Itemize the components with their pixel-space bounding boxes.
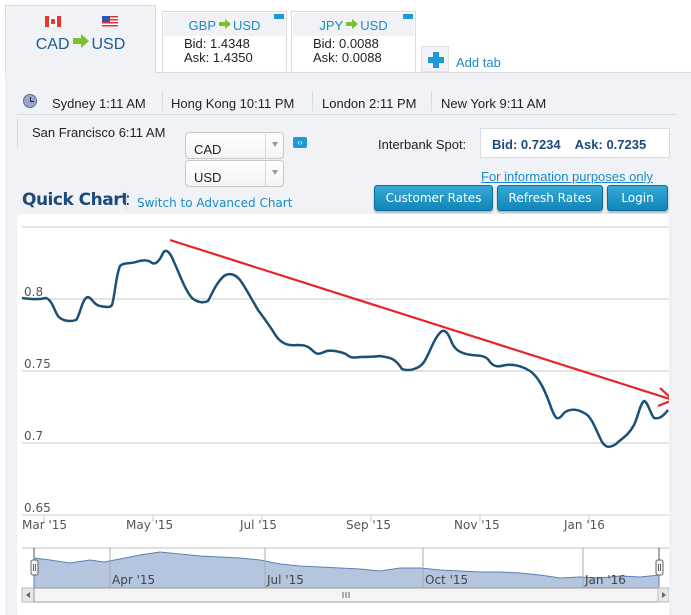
navigator-label: Oct '15	[425, 573, 468, 587]
scroll-grip-icon	[342, 592, 350, 598]
add-tab-box[interactable]	[421, 46, 449, 72]
clock-icon	[23, 94, 37, 108]
ask-value: 1.4350	[212, 50, 253, 65]
navigator-area	[33, 551, 660, 589]
minimize-icon[interactable]	[274, 14, 284, 19]
x-tick-label: Jan '16	[563, 518, 605, 532]
quick-chart[interactable]: 0.8 0.75 0.7 0.65 Mar '15 May '15 Jul '1…	[17, 214, 669, 615]
spot-bid: Bid: 0.7234	[492, 137, 561, 152]
clock-san-francisco: San Francisco 6:11 AM	[17, 119, 165, 149]
navigator-label: Jul '15	[266, 573, 304, 587]
from-currency: GBP	[188, 18, 216, 33]
divider	[162, 91, 163, 111]
customer-rates-button[interactable]: Customer Rates	[374, 185, 493, 211]
divider	[126, 191, 127, 211]
quick-chart-title: Quick Chart	[22, 190, 129, 210]
select-value: USD	[194, 170, 222, 185]
y-tick-label: 0.8	[24, 285, 43, 299]
scroll-left-arrow-icon	[26, 592, 30, 598]
clock-sydney: Sydney 1:11 AM	[52, 96, 146, 111]
swap-icon[interactable]: ‹›	[293, 137, 307, 148]
to-currency: USD	[91, 36, 126, 53]
clock-london: London 2:11 PM	[322, 96, 417, 111]
bid-value: 0.0088	[339, 36, 379, 51]
chart-scrollbar[interactable]	[21, 587, 669, 603]
x-tick-label: May '15	[126, 518, 173, 532]
gridlines	[22, 226, 669, 444]
chevron-down-icon[interactable]	[265, 133, 283, 158]
from-currency-select[interactable]: CAD	[185, 132, 284, 159]
panel-right-margin	[669, 214, 691, 615]
ask-line: Ask: 0.0088	[292, 51, 415, 65]
refresh-rates-button[interactable]: Refresh Rates	[497, 185, 603, 211]
x-tick-label: Mar '15	[22, 518, 67, 532]
arrow-right-icon	[219, 19, 231, 29]
arrow-right-icon	[346, 19, 359, 29]
bid-label: Bid:	[184, 36, 207, 51]
bid-label: Bid:	[313, 36, 336, 51]
minimize-icon[interactable]	[403, 14, 413, 19]
divider	[431, 91, 432, 111]
navigator-handle-right[interactable]	[655, 559, 664, 576]
bid-line: Bid: 0.0088	[292, 37, 415, 51]
ask-line: Ask: 1.4350	[163, 51, 286, 65]
trend-arrow-annotation	[169, 238, 669, 408]
spot-ask: Ask: 0.7235	[574, 137, 647, 152]
currency-tab-bar: CAD USD GBP USD Bid: 1.4348 Ask: 1.4350 JP…	[0, 0, 691, 73]
arrow-right-icon	[72, 34, 89, 48]
interbank-spot-rates: Bid: 0.7234 Ask: 0.7235	[480, 128, 670, 158]
tab-jpy-usd[interactable]: JPY USD Bid: 0.0088 Ask: 0.0088	[291, 11, 416, 73]
select-value: CAD	[194, 142, 222, 157]
y-tick-label: 0.75	[24, 357, 51, 371]
scroll-right-arrow-icon	[662, 592, 666, 598]
bid-line: Bid: 1.4348	[163, 37, 286, 51]
tab-header: JPY USD	[293, 13, 414, 36]
switch-advanced-chart-link[interactable]: Switch to Advanced Chart	[137, 196, 293, 210]
to-currency: USD	[233, 18, 261, 33]
from-currency: CAD	[35, 36, 70, 53]
x-tick-label: Jul '15	[239, 518, 277, 532]
from-currency: JPY	[319, 18, 344, 33]
chart-svg: 0.8 0.75 0.7 0.65 Mar '15 May '15 Jul '1…	[21, 226, 669, 603]
tab-gbp-usd[interactable]: GBP USD Bid: 1.4348 Ask: 1.4350	[162, 11, 287, 73]
y-tick-label: 0.7	[24, 429, 43, 443]
world-clock-row: Sydney 1:11 AM Hong Kong 10:11 PM London…	[17, 87, 677, 115]
x-tick-label: Nov '15	[454, 518, 500, 532]
navigator-handle-left[interactable]	[30, 559, 39, 576]
us-flag-icon	[102, 16, 118, 27]
tab-pair-label: CAD USD	[6, 34, 155, 54]
ask-label: Ask:	[184, 50, 210, 65]
plus-icon	[428, 52, 444, 68]
to-currency: USD	[360, 18, 388, 33]
cad-usd-series-line[interactable]	[21, 249, 669, 448]
to-currency-select[interactable]: USD	[185, 160, 284, 187]
chart-navigator[interactable]: Apr '15 Jul '15 Oct '15 Jan '16	[22, 547, 669, 589]
x-tick-label: Sep '15	[346, 518, 391, 532]
login-button[interactable]: Login	[607, 185, 668, 211]
navigator-gridlines	[109, 548, 584, 588]
interbank-spot-label: Interbank Spot:	[378, 137, 467, 152]
y-tick-label: 0.65	[24, 501, 51, 515]
x-ticks	[43, 515, 590, 522]
chevron-down-icon[interactable]	[265, 161, 283, 186]
divider	[312, 91, 313, 111]
add-tab-label[interactable]: Add tab	[456, 55, 501, 70]
tab-header: GBP USD	[164, 13, 285, 36]
clock-new-york: New York 9:11 AM	[441, 96, 547, 111]
tab-cad-usd[interactable]: CAD USD	[5, 5, 156, 73]
info-purposes-link[interactable]: For information purposes only	[481, 169, 653, 184]
clock-hong-kong: Hong Kong 10:11 PM	[171, 96, 295, 111]
navigator-label: Jan '16	[584, 573, 626, 587]
canada-flag-icon	[45, 16, 61, 27]
bid-value: 1.4348	[210, 36, 250, 51]
navigator-label: Apr '15	[112, 573, 155, 587]
ask-value: 0.0088	[341, 50, 382, 65]
ask-label: Ask:	[313, 50, 339, 65]
